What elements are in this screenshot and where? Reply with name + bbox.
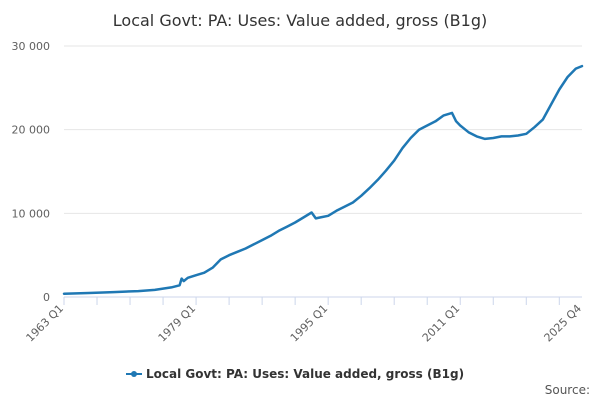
y-axis: 0 10 000 20 000 30 000 <box>12 40 51 304</box>
x-tick-label: 1963 Q1 <box>24 302 67 345</box>
source-label: Source: <box>545 383 590 397</box>
y-tick-label: 0 <box>43 291 50 304</box>
series-line-0 <box>62 64 584 295</box>
legend-label: Local Govt: PA: Uses: Value added, gross… <box>146 367 464 381</box>
legend-dot-marker <box>131 371 137 377</box>
y-tick-label: 10 000 <box>12 207 51 220</box>
x-tick-label: 1995 Q1 <box>288 302 331 345</box>
x-tick-label: 1979 Q1 <box>156 302 199 345</box>
chart-title: Local Govt: PA: Uses: Value added, gross… <box>113 11 487 30</box>
y-tick-label: 20 000 <box>12 124 51 137</box>
x-tick-label: 2025 Q4 <box>542 302 585 345</box>
y-tick-label: 30 000 <box>12 40 51 53</box>
x-tick-label: 2011 Q1 <box>420 302 463 345</box>
grid-lines <box>64 45 582 214</box>
x-axis: 1963 Q1 1979 Q1 1995 Q1 2011 Q1 2025 Q4 <box>24 297 585 345</box>
plot-area <box>62 64 584 295</box>
legend[interactable]: Local Govt: PA: Uses: Value added, gross… <box>126 367 464 381</box>
